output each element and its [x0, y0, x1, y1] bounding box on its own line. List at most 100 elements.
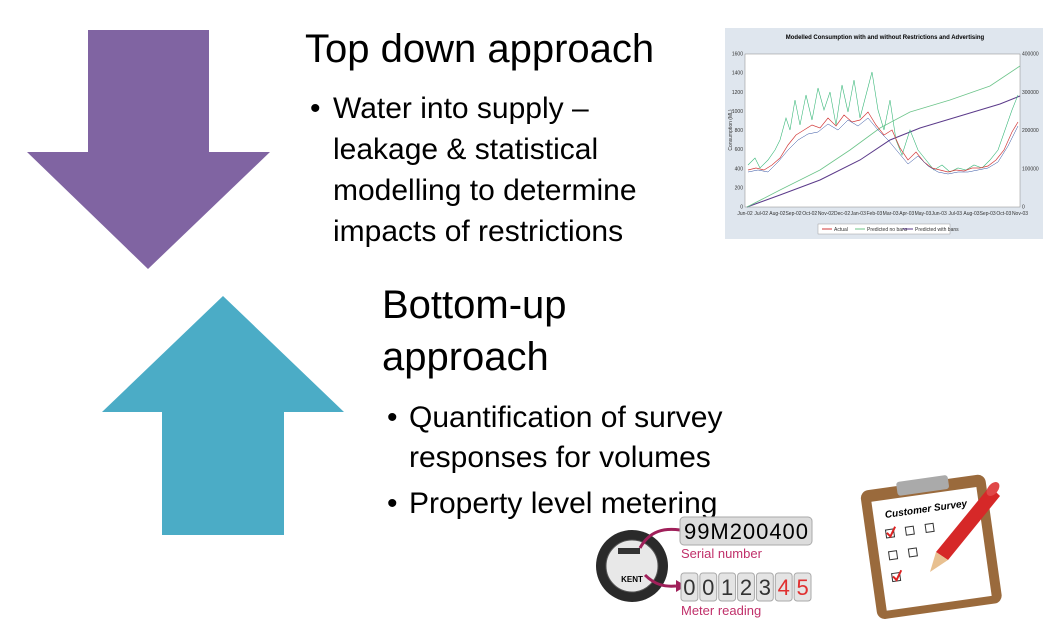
- inset-y2-tick: 300000: [1022, 90, 1039, 96]
- pointer-arrow: [643, 573, 677, 588]
- check: [886, 526, 897, 539]
- line-with-bans: [746, 95, 1021, 208]
- legend-entry: Actual: [834, 227, 848, 233]
- heading: Top down approach: [305, 27, 654, 71]
- digit-box: [737, 572, 755, 602]
- digit-box: [793, 572, 812, 602]
- inset-x-label: Jul-02: [754, 211, 768, 217]
- meter-face: [605, 539, 659, 593]
- line-actual-upper: [747, 71, 1019, 173]
- bullet: •: [310, 92, 321, 125]
- checkbox: [907, 547, 918, 558]
- paper: [871, 486, 992, 611]
- inset-x-label: May-03: [915, 211, 932, 217]
- inset-title: Modelled Consumption with and without Re…: [786, 35, 985, 41]
- legend-entry: Predicted with bans: [915, 227, 959, 233]
- inset-x-label: Jun-02: [737, 211, 753, 217]
- digit-box: [680, 572, 699, 602]
- clip: [896, 475, 949, 496]
- pencil: [930, 482, 1000, 572]
- digit-box: [774, 572, 793, 602]
- line-no-bans: [746, 65, 1021, 208]
- inset-x-label: Nov-02: [818, 211, 834, 217]
- meter-brand: KENT: [621, 575, 643, 584]
- pencil-tip: [930, 552, 948, 572]
- inset-y-tick: 200: [735, 185, 744, 191]
- line-actual-alt: [747, 117, 1019, 175]
- inset-x-label: Oct-02: [802, 211, 817, 217]
- digit: 2: [740, 575, 752, 600]
- digit-box: [699, 572, 718, 602]
- inset-y2-tick: 100000: [1022, 166, 1039, 172]
- inset-y-tick: 1000: [732, 109, 743, 115]
- digit: 0: [683, 575, 695, 600]
- serial-number: 99M200400: [684, 519, 808, 544]
- inset-x-label: Mar-03: [883, 211, 899, 217]
- serial-label: Serial number: [681, 546, 763, 561]
- pencil-body: [936, 486, 1000, 560]
- legend-box: [817, 223, 951, 235]
- inset-y2-tick: 400000: [1022, 52, 1039, 58]
- inset-x-label: Aug-03: [963, 211, 979, 217]
- inset-x-label: Nov-03: [1012, 211, 1028, 217]
- inset-x-label: Jan-03: [851, 211, 867, 217]
- heading: approach: [382, 335, 549, 379]
- digit: 5: [796, 575, 808, 600]
- serial-box: [679, 516, 813, 546]
- bullet-text: modelling to determine: [333, 174, 637, 207]
- down-arrow: [27, 30, 270, 269]
- inset-y-tick: 1200: [732, 90, 743, 96]
- inset-y-tick: 0: [740, 205, 743, 211]
- reading-label: Meter reading: [681, 603, 761, 618]
- inset-x-label: Sep-02: [785, 211, 801, 217]
- digit-box: [718, 572, 737, 602]
- digit: 3: [759, 575, 771, 600]
- checkbox: [904, 525, 915, 536]
- bullet-text: leakage & statistical: [333, 133, 598, 166]
- digit: 0: [702, 575, 714, 600]
- checkbox: [924, 522, 935, 533]
- inset-y-tick: 1600: [732, 52, 743, 58]
- inset-y-tick: 600: [735, 147, 744, 153]
- bullet-text: Quantification of survey: [409, 401, 723, 434]
- digit-box: [755, 572, 774, 602]
- bullet: •: [387, 401, 398, 434]
- pencil-eraser: [986, 482, 1000, 496]
- bullet: •: [387, 487, 398, 520]
- bullet-text: impacts of restrictions: [333, 215, 623, 248]
- inset-x-label: Oct-03: [996, 211, 1011, 217]
- inset-y2-tick: 200000: [1022, 128, 1039, 134]
- check: [892, 569, 903, 582]
- pointer-arrow: [638, 527, 681, 549]
- heading: Bottom-up: [382, 283, 567, 327]
- inset-y-label: Consumption (ML): [728, 109, 734, 150]
- legend-entry: Predicted no bans: [867, 227, 908, 233]
- inset-x-label: Dec-02: [834, 211, 850, 217]
- inset-y2-tick: 0: [1022, 205, 1025, 211]
- inset-x-label: Aug-02: [769, 211, 785, 217]
- bullet-text: responses for volumes: [409, 441, 711, 474]
- survey-graphic: Customer Survey: [860, 474, 1002, 619]
- inset-x-label: Sep-03: [980, 211, 996, 217]
- inset-y-tick: 400: [735, 166, 744, 172]
- up-arrow: [102, 296, 344, 535]
- digit: 4: [778, 575, 790, 600]
- inset-y-tick: 1400: [732, 71, 743, 77]
- inset-x-label: Feb-03: [866, 211, 882, 217]
- inset-chart: Modelled Consumption with and without Re…: [725, 28, 1043, 239]
- line-actual: [747, 111, 1019, 173]
- meter-window: [618, 548, 640, 554]
- inset-y-tick: 800: [735, 128, 744, 134]
- plot-area: [744, 53, 1021, 208]
- digit: 1: [721, 575, 733, 600]
- inset-x-label: Jun-03: [931, 211, 947, 217]
- inset-x-label: Apr-03: [899, 211, 914, 217]
- bullet-text: Property level metering: [409, 487, 717, 520]
- inset-x-label: Jul-03: [948, 211, 962, 217]
- bullet-text: Water into supply –: [333, 92, 589, 125]
- checkbox: [887, 550, 899, 561]
